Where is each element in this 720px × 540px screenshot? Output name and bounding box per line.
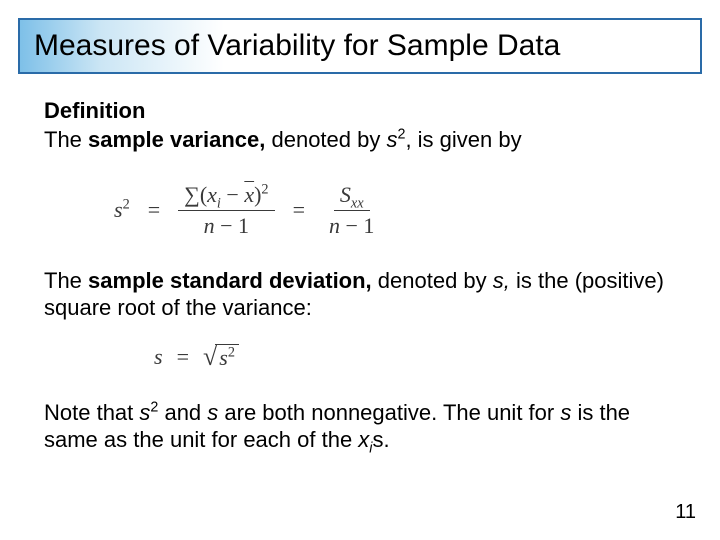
p2-text-b: denoted by bbox=[372, 268, 493, 293]
p3-text-e: s. bbox=[372, 427, 389, 452]
f1-minus: − bbox=[221, 182, 244, 207]
f2-arg-base: s bbox=[219, 345, 228, 370]
f1-lhs: s2 bbox=[114, 197, 130, 223]
p2-text-a: The bbox=[44, 268, 88, 293]
f1-sxx-base: S bbox=[340, 182, 351, 207]
f1-den2-rest: − 1 bbox=[340, 213, 374, 238]
p3-s2-base: s bbox=[139, 400, 150, 425]
slide-title: Measures of Variability for Sample Data bbox=[34, 29, 560, 63]
f1-xi-base: x bbox=[207, 182, 217, 207]
f1-sxx-sub: xx bbox=[351, 195, 364, 211]
f1-xbar: x bbox=[244, 182, 254, 207]
p1-symbol-s: s bbox=[386, 127, 397, 152]
f1-den1-n: n bbox=[204, 213, 215, 238]
f1-num1-sup: 2 bbox=[261, 181, 268, 197]
f1-sigma: ∑( bbox=[184, 182, 207, 207]
p1-text-a: The bbox=[44, 127, 88, 152]
f2-eq: = bbox=[177, 344, 189, 370]
p2-bold: sample standard deviation, bbox=[88, 268, 372, 293]
p1-text-c: , is given by bbox=[405, 127, 521, 152]
f1-eq1: = bbox=[148, 197, 160, 223]
f2-arg-sup: 2 bbox=[228, 344, 235, 360]
p3-xi-base: x bbox=[358, 427, 369, 452]
page-number: 11 bbox=[675, 501, 696, 524]
f1-eq2: = bbox=[293, 197, 305, 223]
f1-fraction-2: Sxx n − 1 bbox=[323, 182, 380, 239]
f1-den2: n − 1 bbox=[323, 211, 380, 239]
p3-text-b: and bbox=[158, 400, 207, 425]
f2-lhs: s bbox=[154, 344, 163, 370]
f1-num1: ∑(xi − x)2 bbox=[178, 182, 274, 211]
p1-text-b: denoted by bbox=[265, 127, 386, 152]
f1-den1: n − 1 bbox=[198, 211, 255, 239]
f2-sqrt: √ s2 bbox=[203, 344, 239, 371]
f2-arg: s2 bbox=[215, 344, 239, 371]
p3-text-c: are both nonnegative. The unit for bbox=[218, 400, 560, 425]
formula-variance: s2 = ∑(xi − x)2 n − 1 = Sxx n − 1 bbox=[114, 182, 676, 239]
f1-den2-n: n bbox=[329, 213, 340, 238]
p1-bold: sample variance, bbox=[88, 127, 265, 152]
p3-text-a: Note that bbox=[44, 400, 139, 425]
p3-s-again: s bbox=[560, 400, 571, 425]
f1-num2: Sxx bbox=[334, 182, 370, 211]
f1-lhs-sup: 2 bbox=[123, 197, 130, 213]
f1-fraction-1: ∑(xi − x)2 n − 1 bbox=[178, 182, 274, 239]
paragraph-1: The sample variance, denoted by s2, is g… bbox=[44, 126, 676, 154]
f1-den1-rest: − 1 bbox=[215, 213, 249, 238]
p2-symbol-s: s, bbox=[493, 268, 510, 293]
paragraph-2: The sample standard deviation, denoted b… bbox=[44, 267, 676, 322]
definition-heading: Definition bbox=[44, 98, 676, 124]
content-area: Definition The sample variance, denoted … bbox=[44, 98, 676, 454]
formula-stddev: s = √ s2 bbox=[154, 344, 676, 371]
f1-lhs-base: s bbox=[114, 197, 123, 222]
p3-s: s bbox=[207, 400, 218, 425]
paragraph-3: Note that s2 and s are both nonnegative.… bbox=[44, 399, 676, 454]
slide-title-box: Measures of Variability for Sample Data bbox=[18, 18, 702, 74]
